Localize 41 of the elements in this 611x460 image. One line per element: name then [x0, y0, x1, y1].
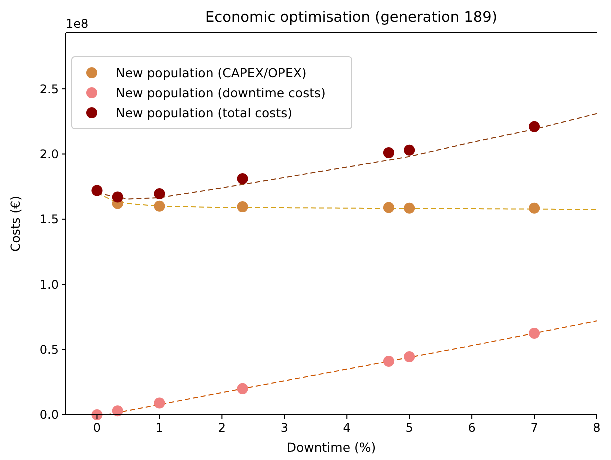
point	[404, 144, 416, 156]
text: 1e8	[66, 17, 89, 31]
point	[237, 383, 248, 394]
point	[383, 356, 394, 368]
point	[529, 121, 540, 132]
chart-title: Economic optimisation (generation 189)	[205, 10, 498, 26]
x-tick-label: 7	[530, 421, 538, 435]
y-tick-label: 0.0	[40, 408, 59, 422]
point	[404, 202, 416, 214]
point	[529, 202, 540, 214]
x-tick-label: 1	[156, 421, 164, 435]
x-tick-label: 4	[343, 421, 351, 435]
point	[237, 202, 248, 213]
y-tick-label: 1.5	[40, 212, 59, 227]
y-tick-label: 1.0	[40, 278, 59, 292]
point	[237, 174, 248, 185]
point	[383, 147, 394, 158]
x-axis-title: Downtime (%)	[286, 440, 376, 455]
x-tick-label: 6	[468, 421, 476, 435]
point	[112, 406, 124, 417]
point	[154, 200, 166, 212]
point	[154, 398, 166, 409]
point	[529, 328, 540, 340]
line-series	[106, 320, 598, 416]
y-axis-title: Costs (€)	[8, 196, 23, 252]
x-tick-label: 5	[406, 421, 414, 435]
point	[112, 192, 124, 203]
point	[383, 202, 394, 214]
legend-label: New population (CAPEX/OPEX)	[116, 65, 307, 80]
point	[404, 351, 416, 362]
y-tick-label: 2.0	[40, 147, 59, 162]
legend-label: New population (total costs)	[116, 105, 292, 120]
x-tick-label: 0	[93, 421, 102, 435]
x-tick-label: 2	[218, 421, 226, 435]
y-tick-label: 0.5	[40, 343, 59, 358]
x-tick-label: 8	[593, 421, 601, 435]
point	[154, 188, 166, 200]
x-tick-label: 3	[280, 421, 288, 435]
legend-label: New population (downtime costs)	[116, 85, 326, 100]
y-tick-label: 2.5	[40, 82, 59, 96]
point	[92, 185, 103, 196]
